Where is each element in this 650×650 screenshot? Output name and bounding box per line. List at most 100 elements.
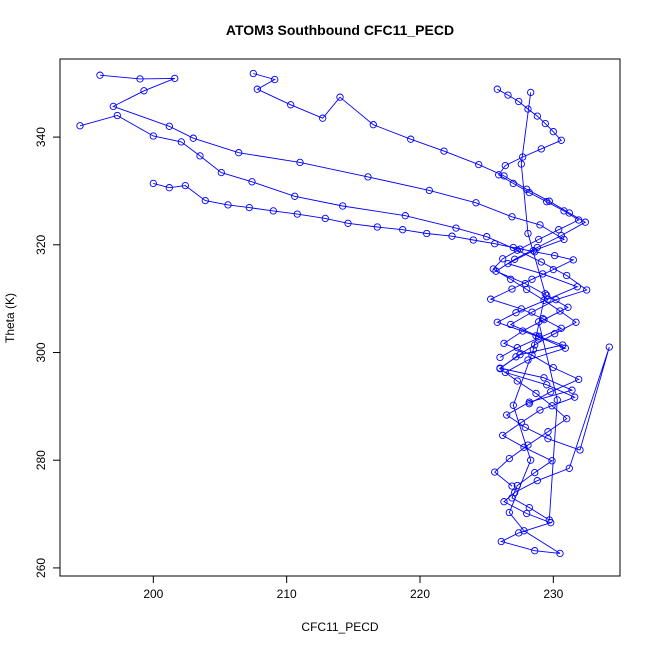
data-point bbox=[291, 192, 299, 200]
data-point bbox=[519, 153, 527, 161]
data-point bbox=[543, 381, 551, 389]
data-point bbox=[491, 468, 499, 476]
data-point bbox=[369, 121, 377, 129]
data-point bbox=[569, 256, 577, 264]
data-point bbox=[76, 122, 84, 130]
data-point bbox=[373, 223, 381, 231]
data-point bbox=[527, 88, 535, 97]
data-point bbox=[548, 402, 556, 410]
data-point bbox=[576, 446, 584, 454]
data-point bbox=[531, 547, 539, 555]
data-point bbox=[556, 307, 564, 315]
data-point bbox=[583, 286, 591, 294]
x-axis-label: CFC11_PECD bbox=[301, 620, 378, 634]
data-point bbox=[557, 136, 565, 144]
data-point bbox=[511, 255, 519, 263]
data-point bbox=[540, 296, 548, 304]
data-point bbox=[293, 210, 301, 218]
data-point bbox=[165, 184, 173, 192]
data-point bbox=[452, 224, 460, 232]
data-point bbox=[539, 270, 547, 278]
data-point bbox=[504, 91, 512, 99]
data-point bbox=[196, 152, 204, 160]
data-point bbox=[499, 255, 507, 263]
data-point bbox=[509, 243, 517, 252]
data-point bbox=[531, 468, 539, 477]
data-point bbox=[544, 428, 552, 436]
data-point bbox=[572, 318, 580, 326]
data-point bbox=[507, 320, 515, 329]
data-point bbox=[551, 330, 559, 338]
data-point bbox=[521, 423, 529, 432]
data-point bbox=[575, 375, 583, 384]
data-point bbox=[496, 353, 504, 362]
data-point bbox=[235, 149, 243, 157]
data-point bbox=[536, 221, 544, 229]
data-point bbox=[541, 119, 549, 128]
chart-title: ATOM3 Southbound CFC11_PECD bbox=[226, 22, 454, 38]
data-point bbox=[472, 199, 480, 207]
data-point bbox=[165, 122, 173, 130]
data-point bbox=[177, 138, 185, 146]
data-point bbox=[529, 346, 537, 354]
data-point bbox=[508, 285, 516, 293]
x-tick-label: 230 bbox=[543, 587, 563, 601]
data-point bbox=[535, 235, 543, 244]
data-point bbox=[500, 339, 508, 348]
data-point bbox=[448, 232, 456, 240]
data-point bbox=[321, 214, 329, 223]
data-point bbox=[549, 128, 557, 136]
data-point bbox=[533, 112, 541, 120]
data-point bbox=[201, 196, 209, 205]
data-point bbox=[524, 105, 532, 113]
data-point bbox=[531, 341, 539, 349]
data-point bbox=[557, 231, 565, 240]
data-point bbox=[568, 386, 576, 394]
data-point bbox=[149, 132, 157, 140]
data-point bbox=[552, 296, 560, 304]
data-point bbox=[555, 226, 563, 234]
data-point bbox=[532, 389, 540, 398]
data-point bbox=[509, 401, 517, 409]
data-point bbox=[469, 236, 477, 244]
data-point bbox=[512, 353, 520, 361]
y-tick-label: 280 bbox=[34, 450, 48, 470]
data-point bbox=[269, 207, 277, 215]
data-point bbox=[109, 102, 117, 111]
data-point bbox=[520, 527, 528, 535]
data-point bbox=[425, 186, 433, 195]
y-axis: 260 280 300 320 340 bbox=[34, 127, 61, 578]
x-tick-label: 210 bbox=[277, 587, 297, 601]
data-layer bbox=[76, 69, 613, 558]
data-point bbox=[525, 188, 533, 197]
data-point bbox=[548, 457, 556, 465]
data-point bbox=[560, 235, 568, 244]
data-point bbox=[440, 147, 448, 155]
data-point bbox=[493, 85, 501, 93]
data-point bbox=[523, 285, 531, 294]
data-point bbox=[508, 494, 516, 502]
data-point bbox=[535, 334, 543, 342]
data-point bbox=[508, 482, 516, 490]
data-point bbox=[245, 203, 253, 212]
data-point bbox=[248, 178, 256, 186]
data-point bbox=[551, 251, 559, 260]
data-point bbox=[573, 283, 581, 291]
data-point bbox=[517, 418, 525, 427]
data-point bbox=[512, 309, 520, 317]
data-point bbox=[564, 303, 572, 311]
data-point bbox=[505, 454, 513, 463]
y-tick-label: 340 bbox=[34, 127, 48, 147]
data-point bbox=[517, 160, 525, 168]
data-point bbox=[517, 305, 525, 313]
data-point bbox=[503, 411, 511, 419]
data-point bbox=[571, 393, 579, 401]
data-point bbox=[575, 216, 583, 224]
y-axis-label: Theta (K) bbox=[3, 293, 17, 343]
data-point bbox=[533, 243, 541, 252]
data-point bbox=[547, 388, 555, 396]
data-point bbox=[364, 173, 372, 181]
data-point bbox=[524, 356, 532, 364]
data-point bbox=[549, 363, 557, 372]
